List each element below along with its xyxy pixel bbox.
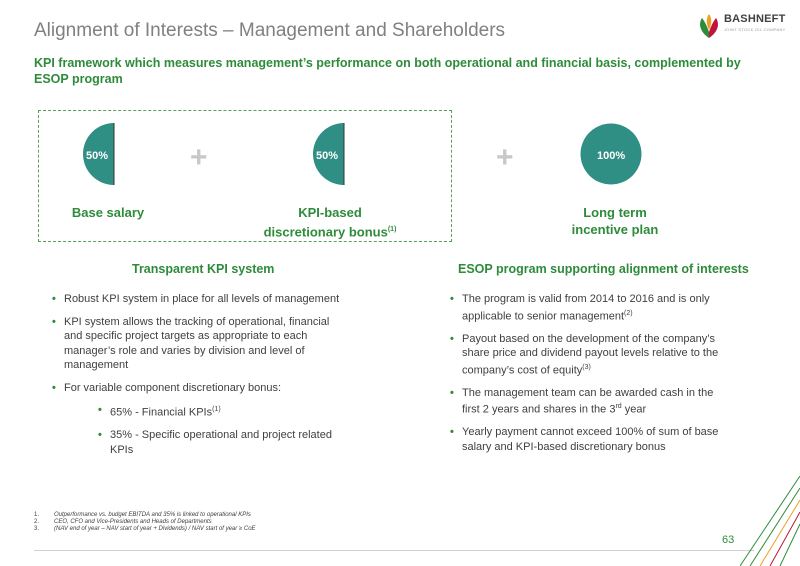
footnote: 3. (NAV end of year – NAV start of year +… — [34, 526, 256, 532]
corner-decoration-icon — [740, 476, 800, 566]
bashneft-emblem-icon — [700, 14, 718, 38]
left-bullet-list: • Robust KPI system in place for all leve… — [52, 292, 342, 465]
right-section-heading: ESOP program supporting alignment of int… — [458, 262, 749, 276]
footer-divider — [34, 550, 754, 551]
caption-kpi-sup: (1) — [387, 226, 397, 233]
caption-kpi-line1: KPI-based — [298, 205, 362, 220]
logo-tagline: JOINT STOCK OIL COMPANY — [724, 27, 786, 32]
sub-bullet-list: • 65% - Financial KPIs(1) • 35% - Specific… — [64, 403, 342, 457]
logo-name: BASHNEFT — [724, 13, 786, 25]
list-item: • The management team can be awarded cash… — [450, 386, 714, 416]
left-section-heading: Transparent KPI system — [132, 262, 275, 276]
caption-base-salary: Base salary — [71, 205, 145, 220]
footnote: 1. Outperformance vs. budget EBITDA and 3… — [34, 512, 251, 518]
caption-kpi-bonus: KPI-based discretionary bonus(1) — [250, 204, 410, 240]
company-logo: BASHNEFT JOINT STOCK OIL COMPANY — [694, 10, 794, 42]
compensation-box — [38, 110, 452, 242]
list-item: • The program is valid from 2014 to 2016 … — [450, 293, 710, 323]
list-item: • For variable component discretionary bo… — [52, 381, 342, 458]
plus-icon: + — [190, 141, 208, 174]
list-item: • Payout based on the development of the … — [450, 332, 719, 377]
footnotes: 1. Outperformance vs. budget EBITDA and 3… — [34, 512, 256, 533]
pie-kpi-bonus-label: 50% — [316, 150, 339, 162]
pie-long-term-label: 100% — [597, 150, 626, 162]
pie-long-term — [580, 123, 642, 185]
list-item: • 65% - Financial KPIs(1) — [98, 404, 221, 419]
list-item: • 35% - Specific operational and project … — [98, 429, 332, 456]
caption-lt-line1: Long term — [583, 205, 647, 220]
pie-base-salary-label: 50% — [86, 150, 109, 162]
list-item: • KPI system allows the tracking of opera… — [52, 315, 330, 372]
list-item: • Yearly payment cannot exceed 100% of su… — [450, 426, 719, 453]
plus-icon: + — [496, 141, 514, 174]
footnote: 2. CEO, CFO and Vice-Presidents and Heads… — [34, 519, 212, 525]
caption-long-term: Long term incentive plan — [555, 204, 675, 238]
pie-kpi-bonus — [313, 123, 345, 185]
right-bullet-list: • The program is valid from 2014 to 2016 … — [450, 292, 730, 462]
page-number: 63 — [722, 534, 735, 546]
list-item: • Robust KPI system in place for all leve… — [52, 293, 340, 305]
caption-lt-line2: incentive plan — [571, 222, 659, 237]
caption-kpi-line2: discretionary bonus — [263, 224, 388, 240]
page-title: Alignment of Interests – Management and … — [34, 20, 506, 41]
pie-base-salary — [83, 123, 115, 185]
subtitle: KPI framework which measures management’… — [34, 56, 741, 86]
